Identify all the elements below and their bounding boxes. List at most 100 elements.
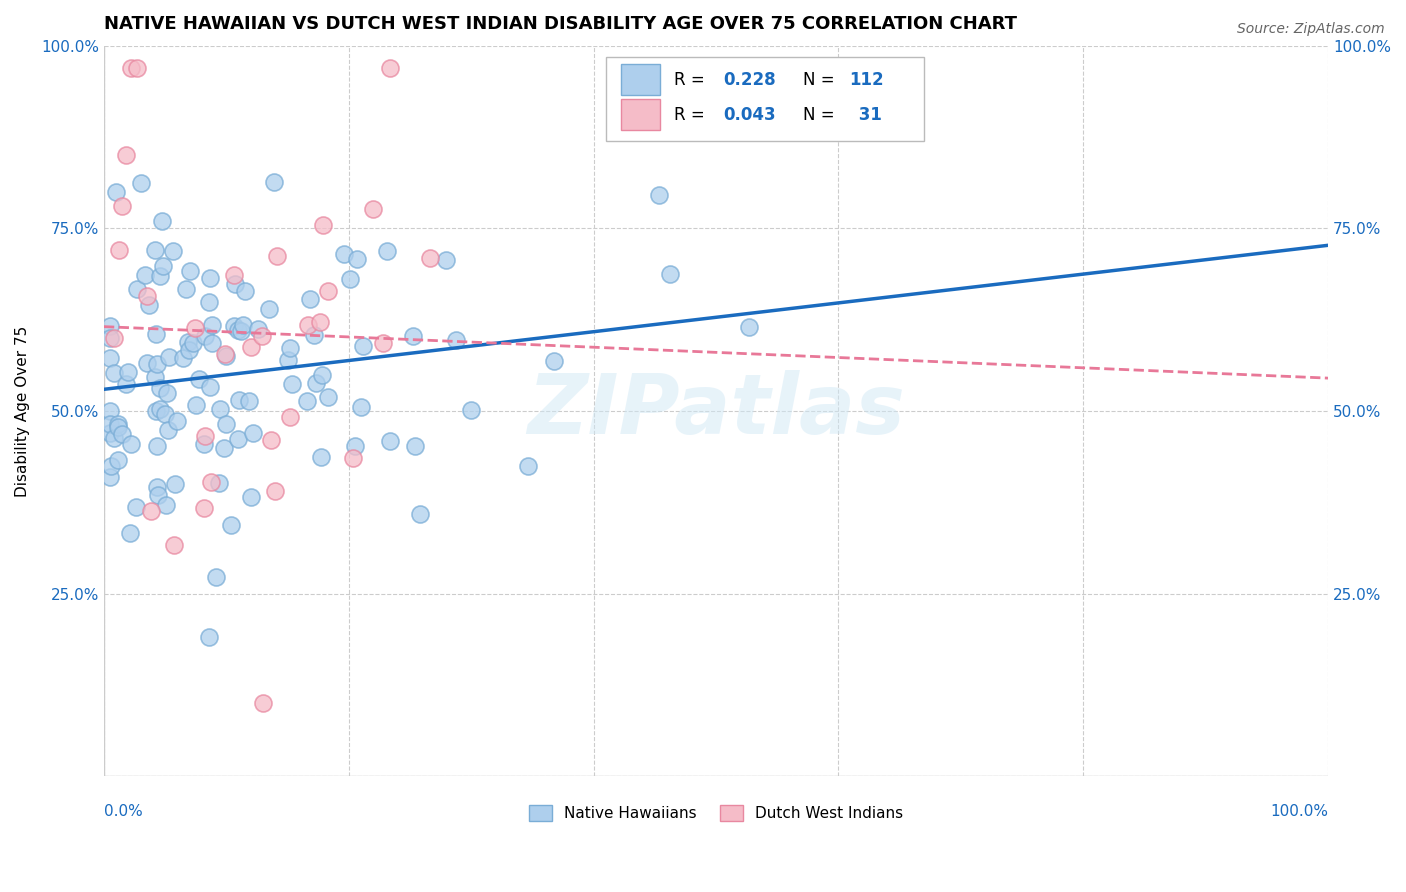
Point <box>103 366 125 380</box>
Point <box>153 407 176 421</box>
Point <box>166 414 188 428</box>
Text: R =: R = <box>675 71 710 89</box>
Point <box>409 507 432 521</box>
Point <box>193 501 215 516</box>
Point <box>194 428 217 442</box>
Point <box>120 526 142 541</box>
Point <box>346 252 368 266</box>
Point <box>659 267 682 281</box>
Point <box>311 368 333 382</box>
Point <box>299 293 322 307</box>
Point <box>194 329 217 343</box>
Point <box>232 318 254 333</box>
Point <box>295 394 318 409</box>
Point <box>146 357 169 371</box>
Text: 100.0%: 100.0% <box>1270 805 1329 820</box>
Point <box>149 268 172 283</box>
Point <box>252 696 274 710</box>
Text: 31: 31 <box>853 106 882 124</box>
Point <box>419 252 441 266</box>
Point <box>380 61 402 75</box>
Point <box>371 336 394 351</box>
Point <box>135 356 157 370</box>
Point <box>172 351 194 366</box>
Point <box>281 377 304 392</box>
Point <box>184 398 207 412</box>
Point <box>187 372 209 386</box>
Point <box>436 252 458 267</box>
Point <box>277 352 299 367</box>
Point <box>738 320 761 334</box>
Point <box>184 321 207 335</box>
Point <box>226 432 249 446</box>
Point <box>98 404 121 418</box>
Text: ZIPatlas: ZIPatlas <box>527 370 905 451</box>
Y-axis label: Disability Age Over 75: Disability Age Over 75 <box>15 326 30 497</box>
Point <box>228 392 250 407</box>
Point <box>98 417 121 431</box>
Point <box>339 272 361 286</box>
Point <box>162 244 184 258</box>
Point <box>242 426 264 441</box>
Text: Source: ZipAtlas.com: Source: ZipAtlas.com <box>1237 22 1385 37</box>
Text: 0.043: 0.043 <box>724 106 776 124</box>
Point <box>222 319 245 334</box>
Point <box>266 249 288 263</box>
FancyBboxPatch shape <box>620 64 659 95</box>
Point <box>224 268 246 282</box>
Point <box>100 331 122 345</box>
Legend: Native Hawaiians, Dutch West Indians: Native Hawaiians, Dutch West Indians <box>523 798 910 827</box>
Point <box>316 390 339 404</box>
Point <box>233 284 256 298</box>
Point <box>150 213 173 227</box>
Point <box>176 282 198 296</box>
Point <box>111 427 134 442</box>
Point <box>350 400 373 414</box>
Point <box>157 350 180 364</box>
Point <box>149 381 172 395</box>
Point <box>100 458 122 473</box>
Point <box>179 343 201 358</box>
Text: N =: N = <box>803 106 839 124</box>
Point <box>136 288 159 302</box>
Text: R =: R = <box>675 106 710 124</box>
Point <box>120 61 142 75</box>
Point <box>647 188 669 202</box>
Point <box>264 484 287 499</box>
Point <box>115 376 138 391</box>
Point <box>309 315 332 329</box>
Point <box>297 318 319 333</box>
Point <box>240 490 263 504</box>
Point <box>198 295 221 310</box>
Text: NATIVE HAWAIIAN VS DUTCH WEST INDIAN DISABILITY AGE OVER 75 CORRELATION CHART: NATIVE HAWAIIAN VS DUTCH WEST INDIAN DIS… <box>104 15 1017 33</box>
Point <box>460 403 482 417</box>
Point <box>278 409 301 424</box>
Point <box>212 441 235 455</box>
Point <box>352 339 374 353</box>
Point <box>115 148 138 162</box>
FancyBboxPatch shape <box>606 56 924 141</box>
Point <box>111 199 134 213</box>
Point <box>205 570 228 584</box>
Point <box>146 488 169 502</box>
Point <box>263 175 285 189</box>
Point <box>145 480 167 494</box>
Point <box>309 450 332 464</box>
Text: N =: N = <box>803 71 839 89</box>
Point <box>278 342 301 356</box>
Point <box>378 434 401 448</box>
Point <box>209 402 232 417</box>
Point <box>198 271 221 285</box>
Point <box>224 277 246 292</box>
Point <box>318 284 340 298</box>
Point <box>333 246 356 260</box>
Text: 0.0%: 0.0% <box>104 805 143 820</box>
Point <box>198 380 221 394</box>
Point <box>214 350 236 364</box>
Point <box>148 402 170 417</box>
Point <box>257 302 280 317</box>
Point <box>125 500 148 514</box>
Point <box>219 518 242 533</box>
Point <box>120 437 142 451</box>
Point <box>179 264 201 278</box>
